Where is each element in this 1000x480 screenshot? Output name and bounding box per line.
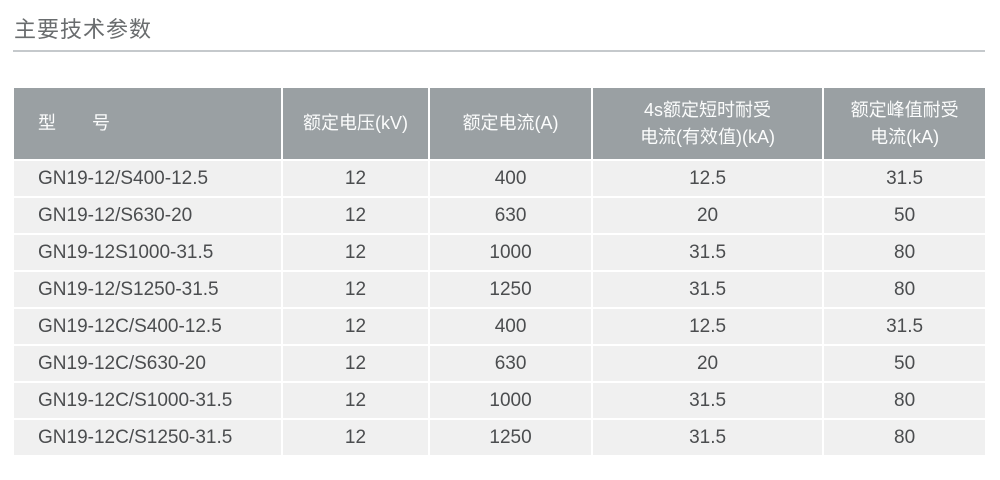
- table-cell: 12.5: [592, 309, 823, 344]
- column-header-peak-withstand-current: 额定峰值耐受 电流(kA): [824, 88, 985, 159]
- table-cell: 12: [282, 235, 429, 270]
- title-underline: [13, 50, 985, 52]
- table-cell: 20: [592, 346, 823, 381]
- table-cell: 1250: [430, 420, 591, 455]
- table-cell: 1250: [430, 272, 591, 307]
- model-cell: GN19-12C/S400-12.5: [14, 309, 281, 344]
- column-header-model: 型 号: [14, 88, 281, 159]
- table-body: GN19-12/S400-12.5 12 400 12.5 31.5 GN19-12/S6…: [14, 161, 985, 455]
- table-cell: 1000: [430, 383, 591, 418]
- table-cell: 31.5: [592, 383, 823, 418]
- table-cell: 12: [282, 420, 429, 455]
- table-cell: 400: [430, 309, 591, 344]
- model-cell: GN19-12C/S630-20: [14, 346, 281, 381]
- table-cell: 400: [430, 161, 591, 196]
- model-cell: GN19-12C/S1000-31.5: [14, 383, 281, 418]
- table-cell: 12: [282, 309, 429, 344]
- table-row: GN19-12/S630-20 12 630 20 50: [14, 198, 985, 233]
- table-cell: 31.5: [824, 309, 985, 344]
- table-cell: 80: [824, 235, 985, 270]
- table-row: GN19-12C/S400-12.5 12 400 12.5 31.5: [14, 309, 985, 344]
- table-row: GN19-12C/S1250-31.5 12 1250 31.5 80: [14, 420, 985, 455]
- table-row: GN19-12S1000-31.5 12 1000 31.5 80: [14, 235, 985, 270]
- table-row: GN19-12/S400-12.5 12 400 12.5 31.5: [14, 161, 985, 196]
- table-cell: 80: [824, 272, 985, 307]
- specs-table: 型 号 额定电压(kV) 额定电流(A) 4s额定短时耐受 电流(有效值)(kA…: [12, 86, 987, 457]
- table-cell: 1000: [430, 235, 591, 270]
- table-cell: 12: [282, 346, 429, 381]
- table-cell: 31.5: [592, 272, 823, 307]
- model-cell: GN19-12/S400-12.5: [14, 161, 281, 196]
- model-cell: GN19-12C/S1250-31.5: [14, 420, 281, 455]
- table-cell: 31.5: [592, 235, 823, 270]
- table-header: 型 号 额定电压(kV) 额定电流(A) 4s额定短时耐受 电流(有效值)(kA…: [14, 88, 985, 159]
- table-cell: 50: [824, 346, 985, 381]
- column-header-rated-current: 额定电流(A): [430, 88, 591, 159]
- table-cell: 80: [824, 383, 985, 418]
- table-row: GN19-12C/S1000-31.5 12 1000 31.5 80: [14, 383, 985, 418]
- table-cell: 630: [430, 198, 591, 233]
- model-cell: GN19-12/S630-20: [14, 198, 281, 233]
- table-cell: 12: [282, 161, 429, 196]
- table-cell: 12.5: [592, 161, 823, 196]
- header-row: 型 号 额定电压(kV) 额定电流(A) 4s额定短时耐受 电流(有效值)(kA…: [14, 88, 985, 159]
- table-cell: 12: [282, 198, 429, 233]
- table-cell: 31.5: [592, 420, 823, 455]
- table-cell: 31.5: [824, 161, 985, 196]
- table-cell: 12: [282, 383, 429, 418]
- column-header-short-time-withstand-current: 4s额定短时耐受 电流(有效值)(kA): [592, 88, 823, 159]
- table-cell: 80: [824, 420, 985, 455]
- table-cell: 12: [282, 272, 429, 307]
- table-row: GN19-12C/S630-20 12 630 20 50: [14, 346, 985, 381]
- table-cell: 50: [824, 198, 985, 233]
- table-cell: 630: [430, 346, 591, 381]
- column-header-rated-voltage: 额定电压(kV): [282, 88, 429, 159]
- table-cell: 20: [592, 198, 823, 233]
- model-cell: GN19-12S1000-31.5: [14, 235, 281, 270]
- table-row: GN19-12/S1250-31.5 12 1250 31.5 80: [14, 272, 985, 307]
- page-title: 主要技术参数: [14, 17, 153, 42]
- model-cell: GN19-12/S1250-31.5: [14, 272, 281, 307]
